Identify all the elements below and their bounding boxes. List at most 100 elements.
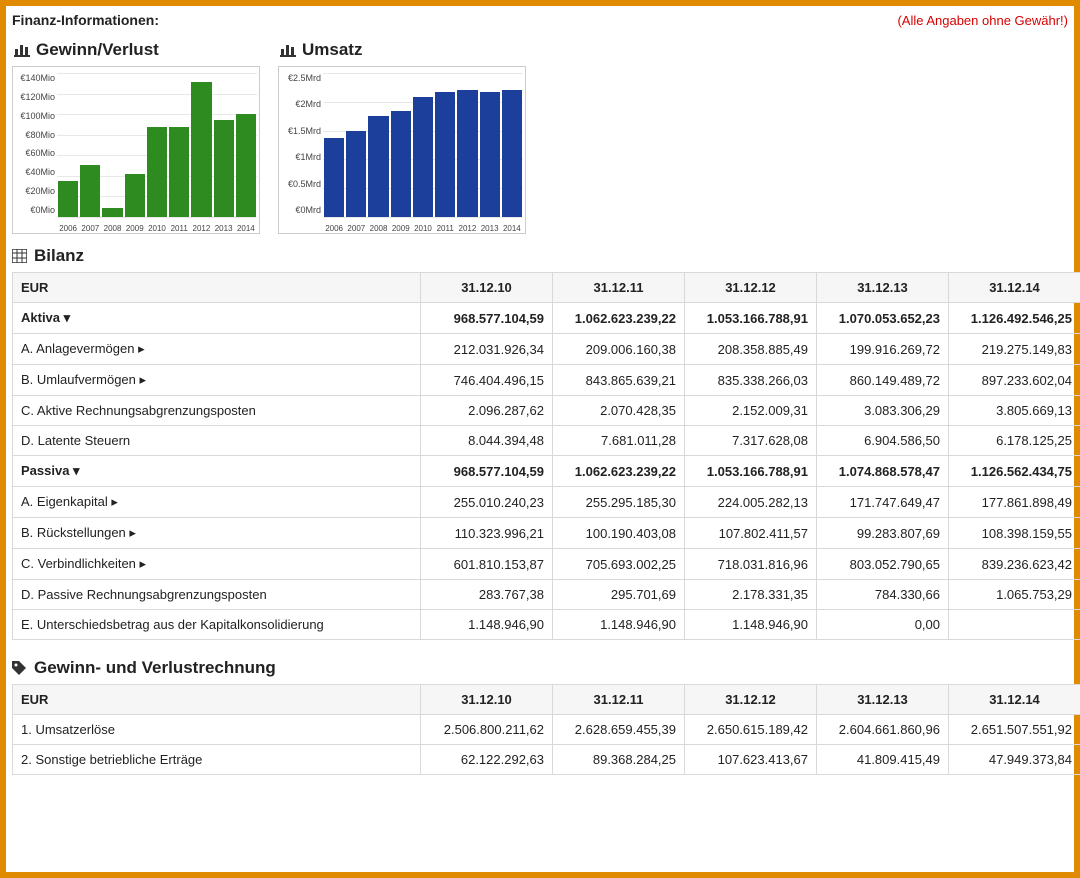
income-section-label: Gewinn- und Verlustrechnung [34,658,276,678]
x-tick-label: 2010 [146,224,168,233]
chart-bar[interactable] [147,127,167,217]
cell-value: 255.010.240,23 [421,487,553,518]
row-label[interactable]: B. Rückstellungen ▸ [13,518,421,549]
revenue-chart-label: Umsatz [302,40,362,60]
chart-bar[interactable] [346,131,366,217]
cell-value: 2.070.428,35 [553,396,685,426]
table-icon [12,249,27,263]
cell-value: 746.404.496,15 [421,365,553,396]
cell-value: 784.330,66 [817,580,949,610]
chart-bar[interactable] [58,181,78,217]
cell-value: 0,00 [817,610,949,640]
bar-chart-icon [280,43,296,57]
y-tick-label: €1Mrd [281,152,321,162]
cell-value: 7.681.011,28 [553,426,685,456]
chart-bar[interactable] [413,97,433,217]
cell-value: 99.283.807,69 [817,518,949,549]
table-row: 1. Umsatzerlöse2.506.800.211,622.628.659… [13,715,1080,745]
table-row[interactable]: Aktiva ▾968.577.104,591.062.623.239,221.… [13,303,1080,334]
x-tick-label: 2008 [101,224,123,233]
cell-value: 100.190.403,08 [553,518,685,549]
cell-value: 224.005.282,13 [685,487,817,518]
y-tick-label: €20Mio [15,186,55,196]
x-tick-label: 2011 [434,224,456,233]
row-label[interactable]: A. Eigenkapital ▸ [13,487,421,518]
chart-bar[interactable] [169,127,189,217]
cell-value: 3.805.669,13 [949,396,1080,426]
chart-bar[interactable] [368,116,388,217]
chart-bar[interactable] [191,82,211,217]
y-tick-label: €2Mrd [281,99,321,109]
profit-loss-chart[interactable]: €140Mio€120Mio€100Mio€80Mio€60Mio€40Mio€… [12,66,260,234]
cell-value: 1.148.946,90 [553,610,685,640]
cell-value: 803.052.790,65 [817,549,949,580]
revenue-chart[interactable]: €2.5Mrd€2Mrd€1.5Mrd€1Mrd€0.5Mrd€0Mrd2006… [278,66,526,234]
cell-value: 62.122.292,63 [421,745,553,775]
table-column-header: 31.12.13 [817,685,949,715]
cell-value: 208.358.885,49 [685,334,817,365]
balance-section-label: Bilanz [34,246,84,266]
chart-bar[interactable] [480,92,500,217]
disclaimer-text: (Alle Angaben ohne Gewähr!) [897,13,1068,28]
x-tick-label: 2011 [168,224,190,233]
revenue-chart-block: Umsatz €2.5Mrd€2Mrd€1.5Mrd€1Mrd€0.5Mrd€0… [278,40,526,234]
chart-bar[interactable] [435,92,455,217]
cell-value: 209.006.160,38 [553,334,685,365]
cell-value: 1.053.166.788,91 [685,303,817,334]
chart-bar[interactable] [391,111,411,217]
cell-value: 3.083.306,29 [817,396,949,426]
chart-bar[interactable] [236,114,256,218]
cell-value: 108.398.159,55 [949,518,1080,549]
table-column-header: 31.12.14 [949,273,1080,303]
row-label[interactable]: B. Umlaufvermögen ▸ [13,365,421,396]
table-row[interactable]: A. Eigenkapital ▸255.010.240,23255.295.1… [13,487,1080,518]
cell-value: 1.070.053.652,23 [817,303,949,334]
table-row[interactable]: A. Anlagevermögen ▸212.031.926,34209.006… [13,334,1080,365]
row-label[interactable]: C. Verbindlichkeiten ▸ [13,549,421,580]
balance-section-title: Bilanz [12,246,1068,266]
x-tick-label: 2009 [124,224,146,233]
cell-value: 2.506.800.211,62 [421,715,553,745]
cell-value: 1.148.946,90 [421,610,553,640]
cell-value: 1.074.868.578,47 [817,456,949,487]
table-row: D. Latente Steuern8.044.394,487.681.011,… [13,426,1080,456]
table-row[interactable]: B. Umlaufvermögen ▸746.404.496,15843.865… [13,365,1080,396]
table-row[interactable]: B. Rückstellungen ▸110.323.996,21100.190… [13,518,1080,549]
chart-bar[interactable] [125,174,145,217]
table-header-label: EUR [13,273,421,303]
cell-value: 1.148.946,90 [685,610,817,640]
cell-value: 41.809.415,49 [817,745,949,775]
cell-value: 255.295.185,30 [553,487,685,518]
cell-value: 283.767,38 [421,580,553,610]
y-tick-label: €80Mio [15,130,55,140]
cell-value: 212.031.926,34 [421,334,553,365]
table-column-header: 31.12.13 [817,273,949,303]
cell-value: 718.031.816,96 [685,549,817,580]
y-tick-label: €60Mio [15,148,55,158]
y-tick-label: €100Mio [15,111,55,121]
chart-bar[interactable] [214,120,234,217]
table-row[interactable]: Passiva ▾968.577.104,591.062.623.239,221… [13,456,1080,487]
profit-loss-chart-block: Gewinn/Verlust €140Mio€120Mio€100Mio€80M… [12,40,260,234]
cell-value: 107.623.413,67 [685,745,817,775]
bar-chart-icon [14,43,30,57]
row-label[interactable]: A. Anlagevermögen ▸ [13,334,421,365]
cell-value: 2.651.507.551,92 [949,715,1080,745]
table-column-header: 31.12.10 [421,273,553,303]
cell-value: 968.577.104,59 [421,303,553,334]
profit-loss-chart-label: Gewinn/Verlust [36,40,159,60]
income-section-title: Gewinn- und Verlustrechnung [12,658,1068,678]
row-label[interactable]: Passiva ▾ [13,456,421,487]
table-column-header: 31.12.12 [685,273,817,303]
chart-bar[interactable] [457,90,477,217]
chart-bar[interactable] [324,138,344,217]
cell-value: 47.949.373,84 [949,745,1080,775]
cell-value: 2.152.009,31 [685,396,817,426]
x-tick-label: 2006 [57,224,79,233]
chart-bar[interactable] [502,90,522,217]
chart-bar[interactable] [102,208,122,217]
x-tick-label: 2010 [412,224,434,233]
table-row[interactable]: C. Verbindlichkeiten ▸601.810.153,87705.… [13,549,1080,580]
chart-bar[interactable] [80,165,100,217]
row-label[interactable]: Aktiva ▾ [13,303,421,334]
